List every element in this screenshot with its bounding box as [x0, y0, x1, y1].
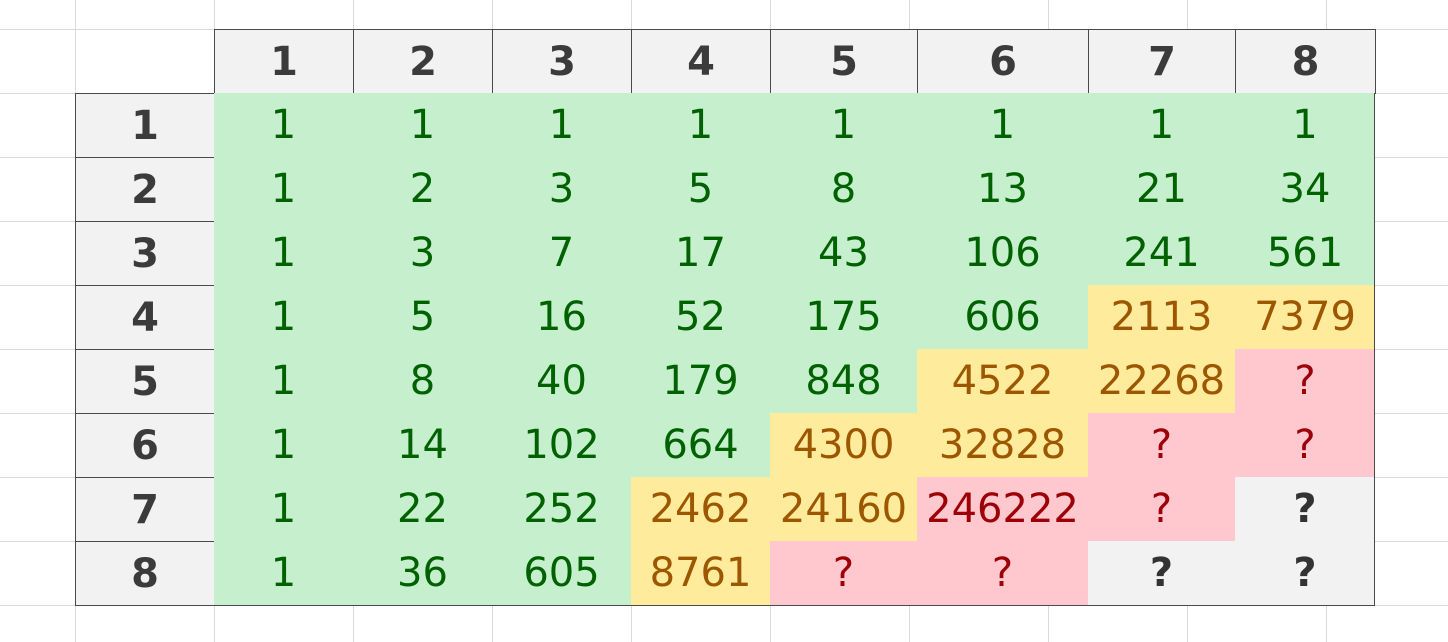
column-header-3[interactable]: 3 [492, 29, 632, 94]
column-header-7[interactable]: 7 [1088, 29, 1236, 94]
table-cell[interactable]: 1 [770, 93, 917, 157]
table-cell[interactable]: 16 [492, 285, 631, 349]
table-cell[interactable]: 1 [214, 413, 353, 477]
table-cell[interactable]: 241 [1088, 221, 1235, 285]
table-cell[interactable]: 102 [492, 413, 631, 477]
table-cell[interactable]: 36 [353, 541, 492, 605]
table-cell[interactable]: 246222 [917, 477, 1088, 541]
row-header-7[interactable]: 7 [75, 477, 215, 542]
table-cell[interactable]: 32828 [917, 413, 1088, 477]
table-cell[interactable]: 43 [770, 221, 917, 285]
table-cell[interactable]: 1 [214, 157, 353, 221]
table-cell[interactable]: 4300 [770, 413, 917, 477]
column-header-8[interactable]: 8 [1235, 29, 1376, 94]
table-cell[interactable]: 1 [631, 93, 770, 157]
table-cell[interactable]: 1 [492, 93, 631, 157]
table-cell[interactable]: 252 [492, 477, 631, 541]
table-cell[interactable]: 606 [917, 285, 1088, 349]
table-cell[interactable]: 21 [1088, 157, 1235, 221]
table-cell[interactable]: 34 [1235, 157, 1375, 221]
table-cell[interactable]: 1 [214, 285, 353, 349]
table-cell[interactable]: 605 [492, 541, 631, 605]
row-header-8[interactable]: 8 [75, 541, 215, 606]
table-cell[interactable]: 175 [770, 285, 917, 349]
table-cell[interactable]: 24160 [770, 477, 917, 541]
table-cell[interactable]: 848 [770, 349, 917, 413]
table-cell[interactable]: 1 [917, 93, 1088, 157]
table-cell[interactable]: 52 [631, 285, 770, 349]
row-header-6[interactable]: 6 [75, 413, 215, 478]
table-cell[interactable]: 664 [631, 413, 770, 477]
table-cell[interactable]: 179 [631, 349, 770, 413]
table-cell[interactable]: 3 [492, 157, 631, 221]
table-cell[interactable]: 17 [631, 221, 770, 285]
column-header-4[interactable]: 4 [631, 29, 771, 94]
table-cell[interactable]: 13 [917, 157, 1088, 221]
column-header-5[interactable]: 5 [770, 29, 918, 94]
table-cell[interactable]: ? [1088, 541, 1235, 605]
table-cell[interactable]: ? [1088, 477, 1235, 541]
table-cell[interactable]: ? [1235, 541, 1375, 605]
table-cell[interactable]: 8761 [631, 541, 770, 605]
table-cell[interactable]: 5 [631, 157, 770, 221]
row-header-1[interactable]: 1 [75, 93, 215, 158]
row-header-4[interactable]: 4 [75, 285, 215, 350]
table-cell[interactable]: 7379 [1235, 285, 1375, 349]
table-cell[interactable]: 2462 [631, 477, 770, 541]
row-header-3[interactable]: 3 [75, 221, 215, 286]
table-cell[interactable]: 1 [214, 541, 353, 605]
column-header-2[interactable]: 2 [353, 29, 493, 94]
table-cell[interactable]: 3 [353, 221, 492, 285]
table-cell[interactable]: 1 [214, 221, 353, 285]
table-cell[interactable]: ? [1235, 349, 1375, 413]
table-cell[interactable]: ? [917, 541, 1088, 605]
row-header-2[interactable]: 2 [75, 157, 215, 222]
table-cell[interactable]: 2 [353, 157, 492, 221]
table-cell[interactable]: 8 [770, 157, 917, 221]
column-header-6[interactable]: 6 [917, 29, 1089, 94]
column-header-1[interactable]: 1 [214, 29, 354, 94]
table-cell[interactable]: 7 [492, 221, 631, 285]
table-cell[interactable]: 1 [353, 93, 492, 157]
table-cell[interactable]: 106 [917, 221, 1088, 285]
table-cell[interactable]: 22 [353, 477, 492, 541]
table-cell[interactable]: 1 [1088, 93, 1235, 157]
table-cell[interactable]: 1 [214, 93, 353, 157]
table-cell[interactable]: 1 [214, 477, 353, 541]
table-cell[interactable]: ? [1235, 413, 1375, 477]
table-cell[interactable]: 1 [214, 349, 353, 413]
table-cell[interactable]: 8 [353, 349, 492, 413]
table-cell[interactable]: ? [770, 541, 917, 605]
table-cell[interactable]: ? [1235, 477, 1375, 541]
table-cell[interactable]: ? [1088, 413, 1235, 477]
table-cell[interactable]: 1 [1235, 93, 1375, 157]
table-cell[interactable]: 22268 [1088, 349, 1235, 413]
table-cell[interactable]: 5 [353, 285, 492, 349]
table-cell[interactable]: 14 [353, 413, 492, 477]
table-cell[interactable]: 561 [1235, 221, 1375, 285]
table-cell[interactable]: 2113 [1088, 285, 1235, 349]
row-header-5[interactable]: 5 [75, 349, 215, 414]
table-cell[interactable]: 40 [492, 349, 631, 413]
table-cell[interactable]: 4522 [917, 349, 1088, 413]
